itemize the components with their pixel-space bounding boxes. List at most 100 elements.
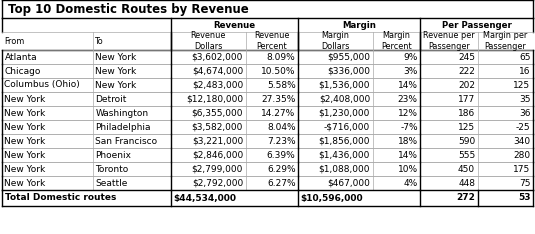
Bar (2, 0, 533, 18)
Text: Revenue
Percent: Revenue Percent (254, 31, 289, 51)
Text: Toronto: Toronto (95, 165, 128, 173)
Text: Phoenix: Phoenix (95, 150, 131, 160)
Text: $1,436,000: $1,436,000 (319, 150, 370, 160)
Text: 5.58%: 5.58% (267, 80, 295, 89)
Text: -7%: -7% (400, 123, 418, 132)
Text: $3,602,000: $3,602,000 (192, 52, 243, 62)
Text: New York: New York (4, 179, 46, 187)
Text: 75: 75 (519, 179, 531, 187)
Bar (2, 190, 533, 206)
Text: 340: 340 (514, 136, 531, 146)
Text: Detroit: Detroit (95, 95, 127, 103)
Bar (2, 176, 533, 190)
Text: Margin
Percent: Margin Percent (381, 31, 412, 51)
Text: 6.27%: 6.27% (267, 179, 295, 187)
Bar (2, 134, 533, 148)
Text: New York: New York (4, 95, 46, 103)
Text: 23%: 23% (398, 95, 418, 103)
Text: 16: 16 (519, 66, 531, 76)
Text: 8.04%: 8.04% (267, 123, 295, 132)
Text: 6.29%: 6.29% (267, 165, 295, 173)
Bar (2, 162, 533, 176)
Text: 450: 450 (458, 165, 475, 173)
Text: $4,674,000: $4,674,000 (192, 66, 243, 76)
Text: Top 10 Domestic Routes by Revenue: Top 10 Domestic Routes by Revenue (7, 3, 248, 15)
Bar (2, 106, 533, 120)
Text: $1,088,000: $1,088,000 (318, 165, 370, 173)
Bar (2, 148, 533, 162)
Text: Seattle: Seattle (95, 179, 128, 187)
Text: 65: 65 (519, 52, 531, 62)
Text: Per Passenger: Per Passenger (442, 21, 511, 29)
Text: $44,534,000: $44,534,000 (173, 194, 236, 202)
Text: 7.23%: 7.23% (267, 136, 295, 146)
Text: $3,221,000: $3,221,000 (192, 136, 243, 146)
Text: Chicago: Chicago (4, 66, 41, 76)
Text: Total Domestic routes: Total Domestic routes (5, 194, 117, 202)
Text: Margin: Margin (342, 21, 376, 29)
Text: Revenue: Revenue (213, 21, 256, 29)
Text: 18%: 18% (398, 136, 418, 146)
Text: New York: New York (95, 52, 136, 62)
Text: Washington: Washington (95, 109, 148, 117)
Text: 555: 555 (458, 150, 475, 160)
Text: 14%: 14% (398, 150, 418, 160)
Bar (2, 32, 533, 50)
Text: 280: 280 (514, 150, 531, 160)
Text: 590: 590 (458, 136, 475, 146)
Text: To: To (95, 37, 104, 45)
Text: 186: 186 (458, 109, 475, 117)
Text: 36: 36 (519, 109, 531, 117)
Text: 9%: 9% (403, 52, 418, 62)
Text: Columbus (Ohio): Columbus (Ohio) (4, 80, 80, 89)
Text: New York: New York (4, 109, 46, 117)
Text: 177: 177 (458, 95, 475, 103)
Text: 222: 222 (458, 66, 475, 76)
Bar (2, 18, 533, 32)
Text: 35: 35 (519, 95, 531, 103)
Text: From: From (4, 37, 25, 45)
Bar (2, 78, 533, 92)
Text: $2,799,000: $2,799,000 (192, 165, 243, 173)
Text: New York: New York (4, 123, 46, 132)
Text: 14.27%: 14.27% (261, 109, 295, 117)
Text: $12,180,000: $12,180,000 (186, 95, 243, 103)
Text: 125: 125 (514, 80, 531, 89)
Text: Margin
Dollars: Margin Dollars (321, 31, 349, 51)
Text: $1,230,000: $1,230,000 (319, 109, 370, 117)
Text: $1,856,000: $1,856,000 (318, 136, 370, 146)
Text: $955,000: $955,000 (327, 52, 370, 62)
Text: 272: 272 (456, 194, 475, 202)
Text: 27.35%: 27.35% (261, 95, 295, 103)
Text: New York: New York (95, 80, 136, 89)
Text: Atlanta: Atlanta (4, 52, 37, 62)
Text: 202: 202 (458, 80, 475, 89)
Text: $467,000: $467,000 (327, 179, 370, 187)
Text: $6,355,000: $6,355,000 (192, 109, 243, 117)
Text: $3,582,000: $3,582,000 (192, 123, 243, 132)
Text: 4%: 4% (403, 179, 418, 187)
Text: Revenue per
Passenger: Revenue per Passenger (423, 31, 475, 51)
Text: 6.39%: 6.39% (267, 150, 295, 160)
Text: $2,483,000: $2,483,000 (192, 80, 243, 89)
Text: Revenue
Dollars: Revenue Dollars (190, 31, 226, 51)
Bar (2, 64, 533, 78)
Text: 14%: 14% (398, 80, 418, 89)
Text: $1,536,000: $1,536,000 (318, 80, 370, 89)
Text: $2,792,000: $2,792,000 (192, 179, 243, 187)
Text: $2,408,000: $2,408,000 (319, 95, 370, 103)
Text: New York: New York (4, 136, 46, 146)
Text: 175: 175 (513, 165, 531, 173)
Text: 10.50%: 10.50% (261, 66, 295, 76)
Text: New York: New York (4, 165, 46, 173)
Bar (2, 120, 533, 134)
Text: 125: 125 (458, 123, 475, 132)
Bar (2, 92, 533, 106)
Text: 448: 448 (458, 179, 475, 187)
Bar (2, 50, 533, 64)
Text: 8.09%: 8.09% (267, 52, 295, 62)
Text: 10%: 10% (398, 165, 418, 173)
Text: $10,596,000: $10,596,000 (301, 194, 363, 202)
Text: -25: -25 (516, 123, 531, 132)
Text: $2,846,000: $2,846,000 (192, 150, 243, 160)
